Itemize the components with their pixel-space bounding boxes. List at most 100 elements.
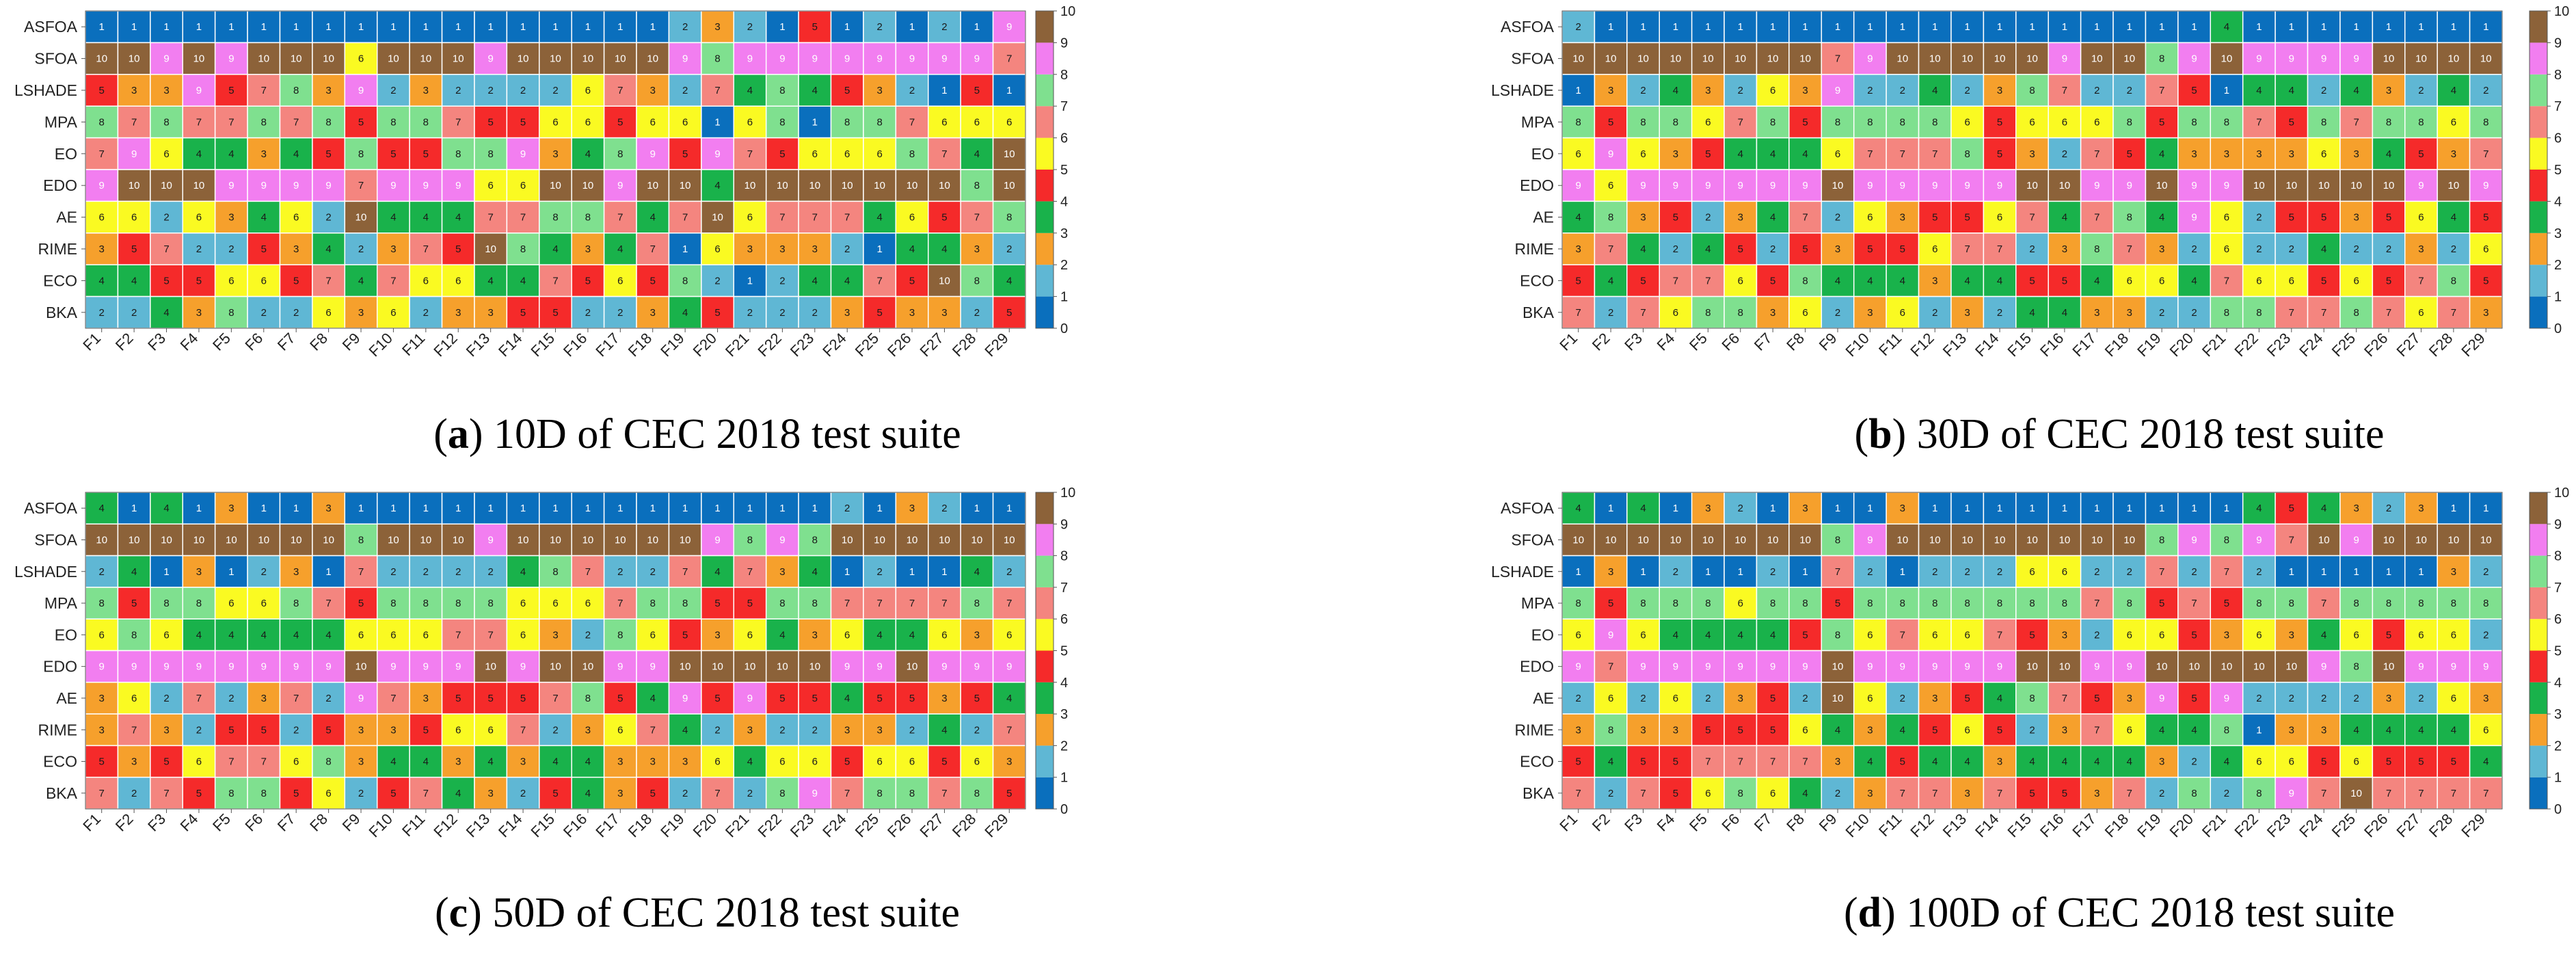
cell-value-label: 8 (261, 788, 267, 799)
heatmap-cell (895, 650, 929, 683)
cell-value-label: 1 (99, 21, 105, 33)
cell-value-label: 5 (261, 724, 267, 736)
cell-value-label: 7 (2224, 275, 2229, 287)
col-label-f4: F4 (1654, 810, 1678, 835)
cell-value-label: 7 (682, 212, 688, 224)
heatmap-cell (636, 587, 670, 620)
cell-value-label: 10 (907, 661, 918, 673)
cell-value-label: 7 (358, 566, 364, 578)
cell-value-label: 9 (2224, 180, 2229, 191)
heatmap-cell (798, 555, 832, 588)
cell-value-label: 3 (1997, 756, 2002, 768)
cell-value-label: 10 (96, 534, 107, 546)
heatmap-cell (830, 264, 864, 297)
cell-value-label: 5 (779, 148, 785, 160)
heatmap-cell (474, 555, 508, 588)
cell-value-label: 9 (1802, 180, 1808, 191)
col-label-f20: F20 (2166, 810, 2197, 840)
heatmap-cell (928, 10, 961, 44)
heatmap-cell (2145, 264, 2179, 297)
heatmap-cell (895, 264, 929, 297)
cell-value-label: 1 (2418, 566, 2424, 578)
heatmap-cell (733, 713, 767, 747)
cell-value-label: 2 (1640, 693, 1646, 704)
cell-value-label: 8 (1770, 116, 1775, 128)
heatmap-cell (960, 169, 994, 202)
cell-value-label: 5 (617, 693, 623, 704)
cell-value-label: 6 (1640, 629, 1646, 641)
heatmap-cell (2437, 523, 2471, 557)
caption-d: (d) 100D of CEC 2018 test suite (1844, 890, 2395, 936)
cell-value-label: 8 (163, 116, 169, 128)
cell-value-label: 3 (844, 724, 850, 736)
colorbar-segment (2530, 137, 2547, 170)
cell-value-label: 6 (1738, 275, 1743, 287)
cell-value-label: 9 (2418, 180, 2424, 191)
cell-value-label: 4 (325, 629, 331, 641)
cell-value-label: 4 (261, 629, 267, 641)
col-label-f10: F10 (365, 330, 395, 360)
cell-value-label: 8 (1900, 116, 1905, 128)
cell-value-label: 7 (2256, 116, 2262, 128)
cell-value-label: 4 (1835, 275, 1840, 287)
heatmap-cell (571, 650, 605, 683)
cell-value-label: 2 (682, 85, 688, 96)
cell-value-label: 4 (2451, 724, 2456, 736)
cell-value-label: 2 (909, 85, 915, 96)
cell-value-label: 1 (1802, 21, 1808, 33)
col-label-f24: F24 (819, 330, 849, 360)
cell-value-label: 4 (2451, 85, 2456, 96)
heatmap-cell (1626, 295, 1660, 329)
heatmap-cell (506, 523, 540, 557)
colorbar-tick-label: 5 (1060, 644, 1068, 659)
cell-value-label: 5 (131, 243, 137, 255)
heatmap-cell (960, 713, 994, 747)
heatmap-cell (539, 105, 572, 139)
heatmap-cell (2404, 682, 2438, 715)
heatmap-cell (1821, 776, 1855, 810)
cell-value-label: 6 (293, 212, 299, 224)
cell-value-label: 7 (1900, 629, 1905, 641)
cell-value-label: 9 (1640, 180, 1646, 191)
cell-value-label: 4 (941, 724, 947, 736)
row-label-ae: AE (1533, 689, 1554, 707)
heatmap-cell (2307, 492, 2341, 525)
colorbar-tick-label: 6 (1060, 131, 1068, 146)
heatmap-cell (506, 682, 540, 715)
heatmap-cell (2404, 713, 2438, 747)
cell-value-label: 8 (2224, 116, 2229, 128)
heatmap-cell (2242, 295, 2276, 329)
cell-value-label: 4 (1608, 275, 1613, 287)
cell-value-label: 3 (974, 629, 980, 641)
row-label-ae: AE (1533, 209, 1554, 226)
heatmap-cell (2145, 169, 2179, 202)
heatmap-cell (830, 42, 864, 75)
colorbar-segment (2530, 42, 2547, 75)
colorbar-segment (1036, 232, 1054, 265)
cell-value-label: 8 (747, 534, 753, 546)
cell-value-label: 9 (196, 661, 202, 673)
heatmap-cell (2275, 776, 2309, 810)
heatmap-cell (1853, 137, 1887, 170)
cell-value-label: 1 (261, 21, 267, 33)
colorbar-tick-label: 1 (2554, 290, 2562, 305)
cell-value-label: 3 (228, 212, 234, 224)
heatmap-cell (1691, 232, 1725, 265)
cell-value-label: 9 (293, 180, 299, 191)
heatmap-cell (2339, 713, 2374, 747)
col-label-f13: F13 (1940, 810, 1970, 840)
heatmap-cell (376, 137, 410, 170)
heatmap-cell (1918, 137, 1952, 170)
heatmap-cell (279, 745, 313, 778)
heatmap-cell (636, 105, 670, 139)
cell-value-label: 2 (131, 788, 137, 799)
heatmap-cell (539, 587, 572, 620)
heatmap-cell (117, 105, 151, 139)
cell-value-label: 4 (228, 148, 234, 160)
cell-value-label: 3 (358, 724, 364, 736)
cell-value-label: 5 (941, 212, 947, 224)
heatmap-cell (2112, 232, 2147, 265)
cell-value-label: 9 (1673, 661, 1678, 673)
cell-value-label: 9 (974, 661, 980, 673)
colorbar-tick-label: 6 (1060, 612, 1068, 627)
